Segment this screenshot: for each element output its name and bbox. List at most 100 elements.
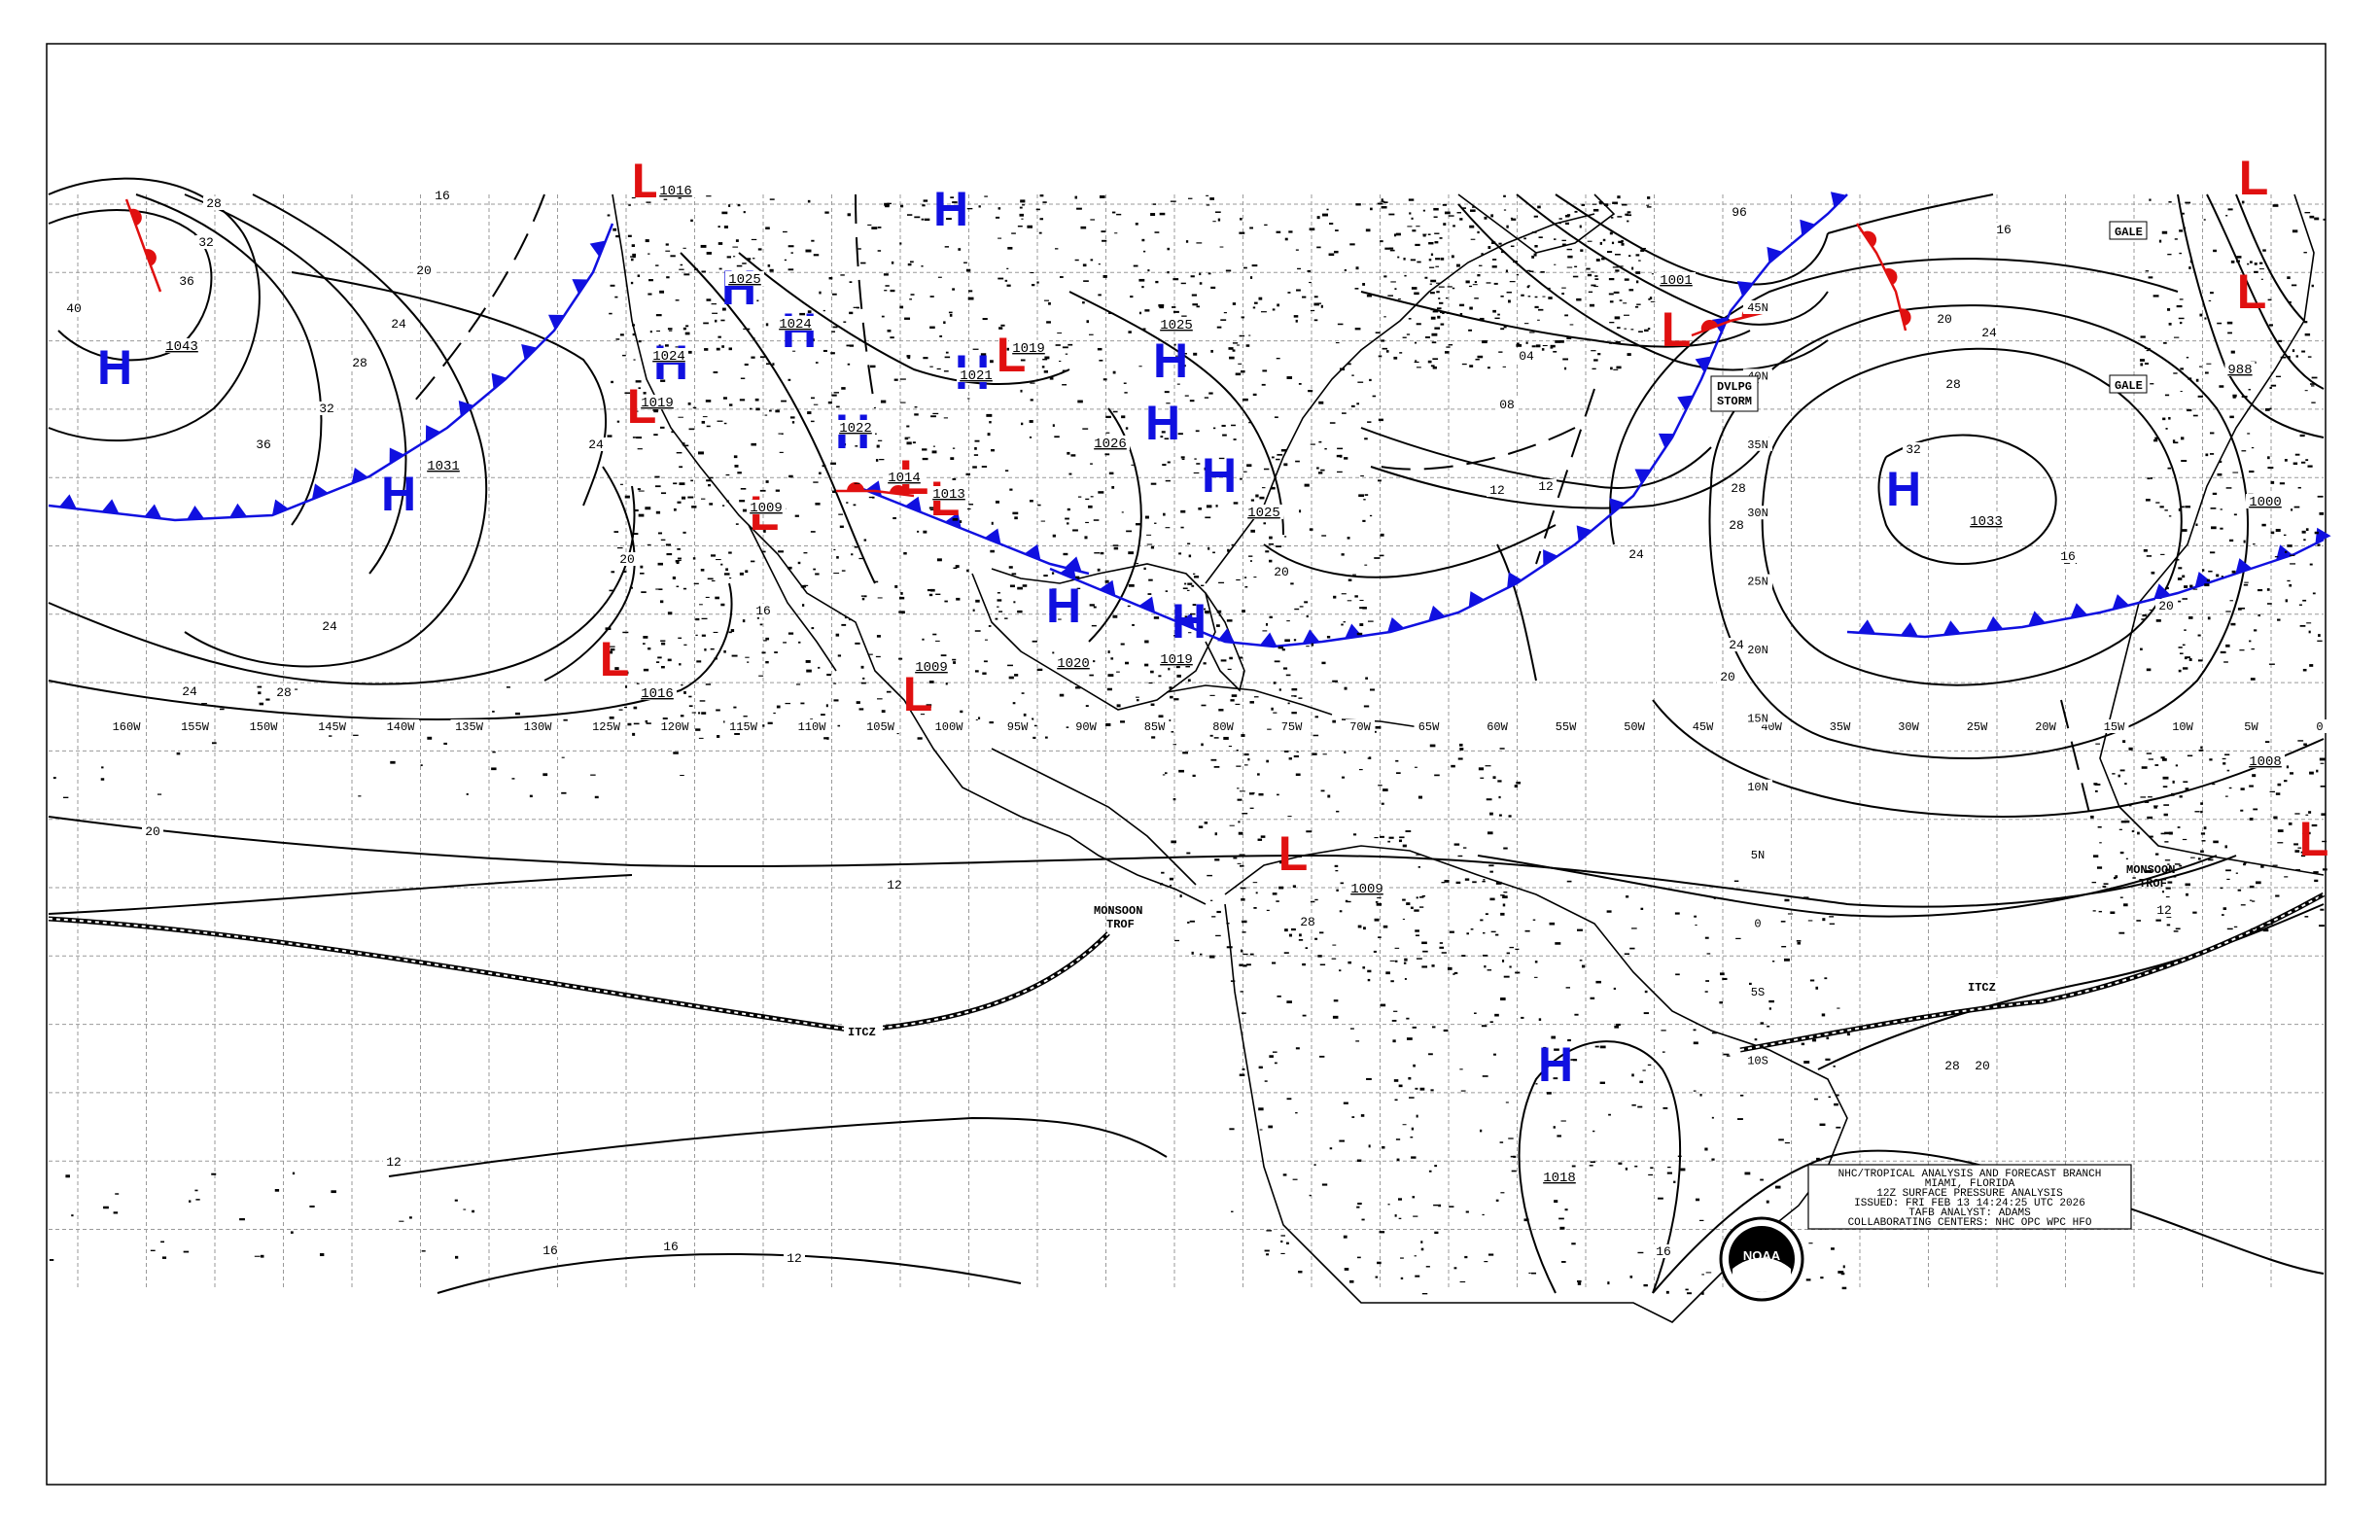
station-plot-mark (1367, 421, 1372, 423)
station-plot-mark (922, 457, 928, 461)
station-plot-mark (2320, 762, 2325, 764)
station-plot-mark (811, 239, 815, 242)
station-plot-mark (2226, 878, 2230, 881)
station-plot-mark (657, 656, 662, 659)
station-plot-mark (815, 573, 820, 576)
station-plot-mark (2284, 459, 2288, 462)
station-plot-mark (2290, 563, 2296, 565)
station-plot-mark (715, 596, 719, 600)
station-plot-mark (1452, 225, 1455, 228)
station-plot-mark (1287, 816, 1292, 818)
station-plot-mark (710, 648, 715, 650)
station-plot-mark (1243, 266, 1247, 269)
station-plot-mark (877, 227, 882, 228)
station-plot-mark (2210, 292, 2214, 295)
station-plot-mark (923, 199, 928, 202)
station-plot-mark (1379, 1231, 1385, 1234)
station-plot-mark (1017, 226, 1023, 228)
station-plot-mark (2311, 385, 2315, 387)
station-plot-mark (730, 629, 735, 633)
station-plot-mark (1288, 230, 1293, 233)
station-plot-mark (838, 513, 844, 515)
station-plot-mark (2159, 506, 2164, 508)
station-plot-mark (675, 299, 680, 301)
station-plot-mark (2185, 788, 2189, 790)
isobar-label: 20 (1274, 565, 1289, 579)
station-plot-mark (1461, 955, 1466, 958)
isobar-label: 28 (1731, 481, 1746, 496)
station-plot-mark (1293, 639, 1297, 642)
station-plot-mark (2146, 668, 2152, 672)
station-plot-mark (1481, 253, 1484, 256)
station-plot-mark (731, 654, 738, 657)
station-plot-mark (2161, 891, 2165, 893)
station-plot-mark (1218, 709, 1224, 712)
station-plot-mark (695, 728, 701, 731)
station-plot-mark (1100, 551, 1104, 555)
station-plot-mark (1566, 880, 1572, 883)
station-plot-mark (1343, 1102, 1348, 1104)
station-plot-mark (1548, 297, 1553, 299)
station-plot-mark (910, 261, 914, 263)
station-plot-mark (1393, 1010, 1398, 1012)
station-plot-mark (701, 634, 706, 637)
station-plot-mark (655, 661, 660, 663)
station-plot-mark (680, 263, 683, 266)
station-plot-mark (1662, 1106, 1668, 1109)
station-plot-mark (1185, 665, 1191, 668)
station-plot-mark (1322, 213, 1329, 217)
isobar-label: 16 (1656, 1244, 1671, 1259)
isobar-label: 28 (352, 356, 368, 370)
station-plot-mark (1431, 332, 1438, 336)
station-plot-mark (832, 326, 838, 329)
station-plot-mark (2304, 321, 2308, 324)
station-plot-mark (868, 653, 873, 655)
cold-front-barb (272, 499, 289, 515)
station-plot-mark (778, 433, 782, 435)
high-pressure-center-great-basin: H (721, 261, 756, 315)
station-plot-mark (711, 579, 716, 582)
isobar-label-bg (383, 1155, 404, 1169)
station-plot-mark (885, 205, 890, 208)
station-plot-mark (2150, 477, 2152, 479)
station-plot-mark (1644, 329, 1649, 332)
station-plot-mark (837, 654, 842, 657)
station-plot-mark (819, 472, 822, 474)
station-plot-mark (1464, 1255, 1468, 1259)
station-plot-mark (1406, 1037, 1413, 1040)
station-plot-mark (427, 736, 433, 740)
station-plot-mark (728, 403, 733, 406)
station-plot-mark (1416, 854, 1422, 856)
station-plot-mark (773, 712, 776, 715)
lon-label-bg (450, 719, 488, 733)
station-plot-mark (259, 702, 264, 706)
station-plot-mark (1029, 420, 1033, 423)
station-plot-mark (1370, 207, 1373, 211)
station-plot-mark (1393, 1079, 1399, 1082)
station-plot-mark (754, 398, 759, 402)
station-plot-mark (2146, 555, 2152, 557)
station-plot-mark (2302, 832, 2307, 834)
station-plot-mark (2317, 640, 2323, 642)
station-plot-mark (788, 268, 794, 271)
station-plot-mark (875, 459, 879, 462)
monsoon-trof-east-1: MONSOON (2126, 863, 2175, 877)
station-plot-mark (1190, 275, 1195, 278)
station-plot-mark (2175, 764, 2179, 767)
isobar-label: 16 (435, 189, 450, 203)
station-plot-mark (161, 1256, 167, 1259)
station-plot-mark (1105, 415, 1111, 419)
station-plot-mark (631, 196, 636, 199)
station-plot-mark (1158, 675, 1162, 678)
station-plot-mark (1116, 213, 1122, 216)
lon-label-bg (1346, 719, 1375, 733)
station-plot-mark (1719, 1001, 1724, 1004)
station-plot-mark (2224, 753, 2230, 756)
station-plot-mark (2119, 851, 2124, 855)
station-plot-mark (1553, 1126, 1556, 1129)
lon-label-bg (1002, 719, 1032, 733)
station-plot-mark (1477, 273, 1481, 277)
station-plot-mark (1292, 885, 1296, 888)
station-plot-mark (2256, 928, 2262, 930)
station-plot-mark (1642, 1069, 1646, 1071)
